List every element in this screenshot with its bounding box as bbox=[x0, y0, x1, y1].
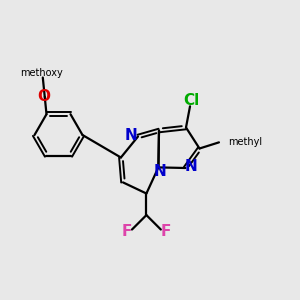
Text: Cl: Cl bbox=[183, 93, 200, 108]
Text: F: F bbox=[161, 224, 171, 238]
Text: methyl: methyl bbox=[228, 137, 262, 147]
Text: N: N bbox=[125, 128, 138, 142]
Text: F: F bbox=[122, 224, 132, 238]
Text: N: N bbox=[153, 164, 166, 178]
Text: N: N bbox=[184, 159, 197, 174]
Text: O: O bbox=[37, 88, 50, 104]
Text: methoxy: methoxy bbox=[20, 68, 63, 78]
